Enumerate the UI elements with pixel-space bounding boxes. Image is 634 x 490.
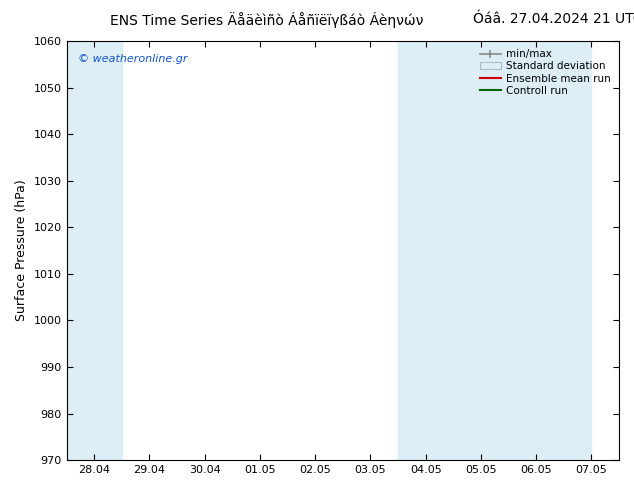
- Legend: min/max, Standard deviation, Ensemble mean run, Controll run: min/max, Standard deviation, Ensemble me…: [477, 46, 614, 99]
- Y-axis label: Surface Pressure (hPa): Surface Pressure (hPa): [15, 180, 28, 321]
- Text: Óáâ. 27.04.2024 21 UTC: Óáâ. 27.04.2024 21 UTC: [473, 12, 634, 26]
- Text: ENS Time Series Äåäèìñò Áåñïëïγßáò Áèηνών: ENS Time Series Äåäèìñò Áåñïëïγßáò Áèηνώ…: [110, 12, 423, 28]
- Bar: [398, 41, 508, 460]
- Bar: [508, 41, 592, 460]
- Bar: [67, 41, 122, 460]
- Text: © weatheronline.gr: © weatheronline.gr: [77, 53, 187, 64]
